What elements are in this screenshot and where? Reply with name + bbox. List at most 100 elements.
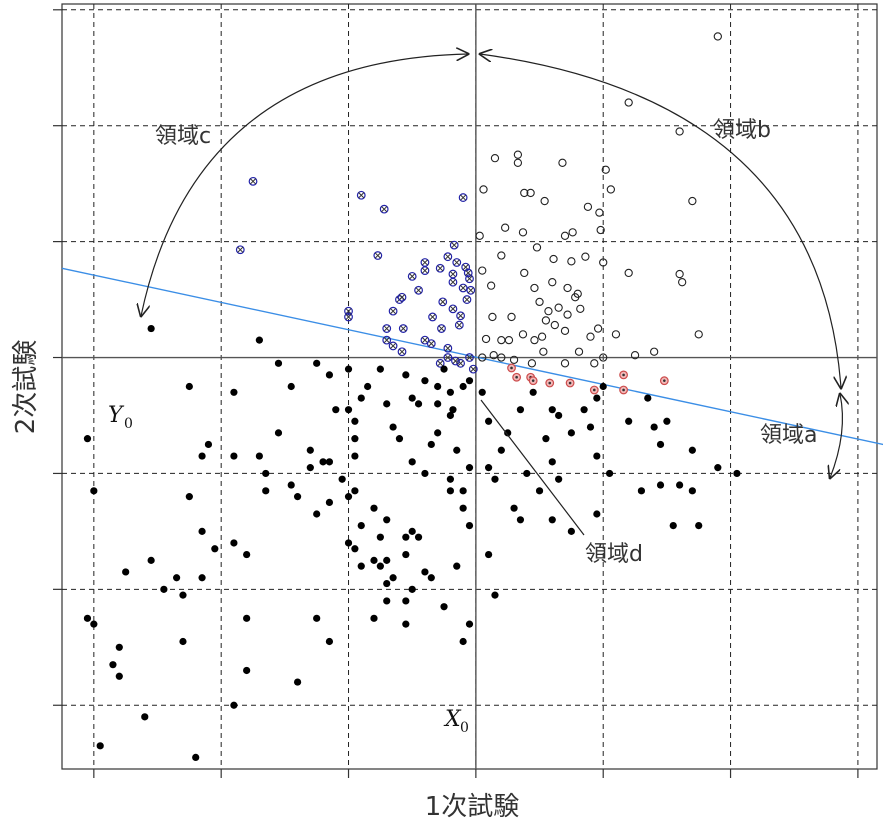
data-point — [443, 343, 453, 353]
y-axis-label: 2次試験 — [11, 340, 41, 435]
data-point — [115, 672, 123, 680]
data-point — [344, 493, 353, 501]
data-point — [376, 365, 384, 373]
data-point — [453, 562, 461, 570]
data-point — [545, 378, 555, 388]
data-point — [83, 614, 92, 622]
data-point — [383, 400, 391, 408]
data-point — [637, 487, 646, 495]
data-point — [408, 527, 416, 535]
data-point — [593, 394, 601, 402]
data-point — [338, 475, 346, 483]
data-point — [160, 585, 168, 593]
data-point — [370, 504, 378, 512]
data-point — [370, 614, 378, 622]
data-point — [287, 481, 295, 489]
data-point — [306, 446, 314, 454]
data-point — [313, 510, 321, 518]
data-point — [255, 336, 263, 344]
data-point — [434, 400, 442, 408]
data-point — [255, 452, 263, 460]
data-point — [398, 324, 408, 333]
data-point — [364, 382, 372, 391]
data-point — [179, 637, 187, 646]
data-point — [548, 516, 556, 524]
data-point — [459, 487, 467, 495]
region-b-arrow — [480, 54, 841, 388]
data-point — [198, 452, 206, 460]
data-point — [332, 406, 340, 414]
axis-ticks — [53, 9, 859, 778]
data-point — [435, 358, 445, 368]
data-point — [198, 574, 206, 582]
data-point — [230, 539, 238, 547]
data-point — [497, 446, 505, 454]
data-point — [676, 481, 684, 489]
data-point — [465, 521, 474, 530]
region-d-pointer — [480, 399, 585, 536]
data-point — [351, 435, 359, 443]
data-point — [504, 429, 512, 437]
data-point — [344, 365, 353, 373]
data-point — [262, 487, 270, 495]
data-point — [383, 516, 391, 524]
data-point — [619, 385, 628, 395]
data-point — [185, 382, 193, 391]
data-point — [688, 446, 696, 454]
data-point — [589, 385, 599, 395]
data-point — [83, 435, 92, 443]
data-point — [230, 388, 238, 396]
data-point — [656, 440, 665, 449]
data-point — [357, 521, 365, 530]
data-point — [459, 637, 467, 646]
data-point — [115, 643, 123, 651]
data-point — [440, 603, 448, 611]
data-point — [625, 417, 633, 425]
x0-symbol: X — [443, 707, 462, 732]
data-point — [402, 533, 410, 541]
data-point — [459, 382, 467, 391]
data-point — [523, 469, 531, 478]
data-point — [446, 475, 454, 483]
region-b-label: 領域b — [713, 118, 771, 143]
data-point — [459, 504, 467, 512]
data-point — [351, 452, 359, 460]
data-point — [376, 533, 384, 541]
data-point — [619, 370, 628, 380]
data-point — [485, 464, 493, 472]
data-point — [96, 742, 104, 750]
data-point — [659, 376, 669, 386]
data-point — [402, 597, 410, 605]
data-point — [548, 406, 556, 414]
data-point — [388, 341, 398, 351]
data-point — [147, 556, 155, 564]
data-point — [454, 320, 464, 330]
region-a-label: 領域a — [760, 423, 817, 448]
data-point — [449, 406, 457, 414]
data-point — [414, 400, 423, 408]
data-point — [192, 753, 200, 762]
data-point — [565, 378, 575, 388]
data-point — [383, 597, 391, 605]
data-point — [663, 417, 671, 425]
data-point — [414, 533, 423, 541]
data-point — [485, 550, 493, 559]
data-point — [383, 556, 391, 564]
data-point — [395, 435, 404, 443]
data-point — [376, 562, 384, 570]
region-c-arrow — [141, 54, 468, 316]
data-point — [446, 388, 454, 396]
data-point — [204, 440, 213, 449]
data-point — [713, 32, 722, 41]
data-point — [656, 481, 665, 489]
data-point — [173, 574, 181, 582]
data-point — [491, 475, 499, 483]
y0-symbol: Y — [108, 403, 125, 428]
data-point — [293, 493, 302, 501]
data-point — [434, 429, 442, 437]
data-point — [357, 394, 365, 402]
x0-label: X 0 — [443, 707, 469, 736]
data-point — [90, 620, 98, 628]
region-arrows — [141, 54, 842, 536]
